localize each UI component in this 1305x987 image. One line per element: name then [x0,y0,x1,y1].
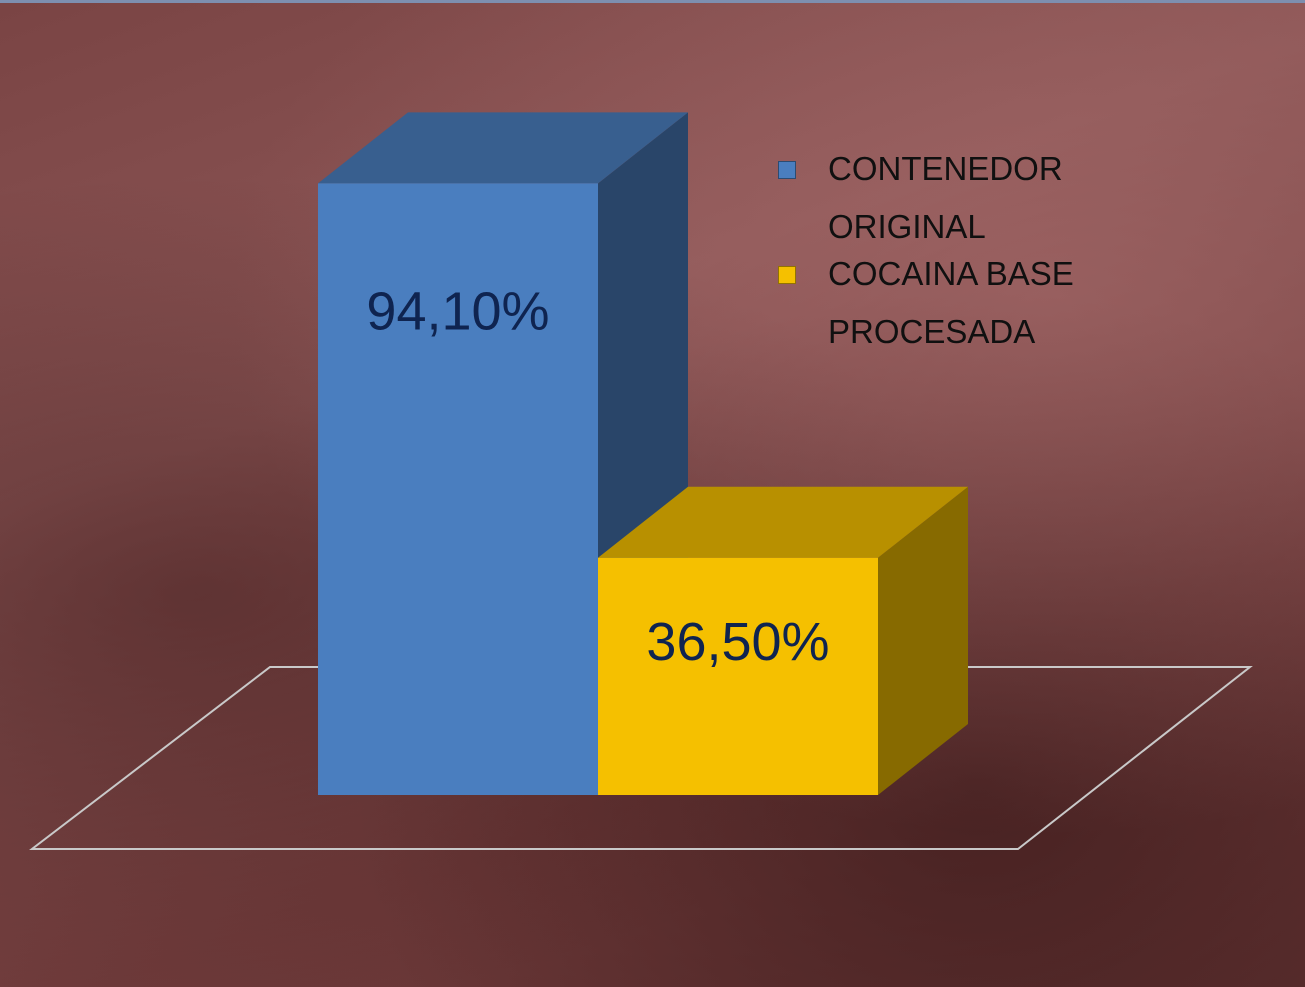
value-label: 36,50% [646,612,829,672]
legend-label: COCAINA BASE PROCESADA [828,245,1128,361]
page: 94,10%36,50% (() => { const data = JSON.… [0,0,1305,987]
bar-front [318,183,598,795]
value-label: 94,10% [366,282,549,342]
legend-label: CONTENEDOR ORIGINAL [828,140,1128,256]
legend-swatch [778,266,796,284]
legend-swatch [778,161,796,179]
bar-front [598,558,878,795]
